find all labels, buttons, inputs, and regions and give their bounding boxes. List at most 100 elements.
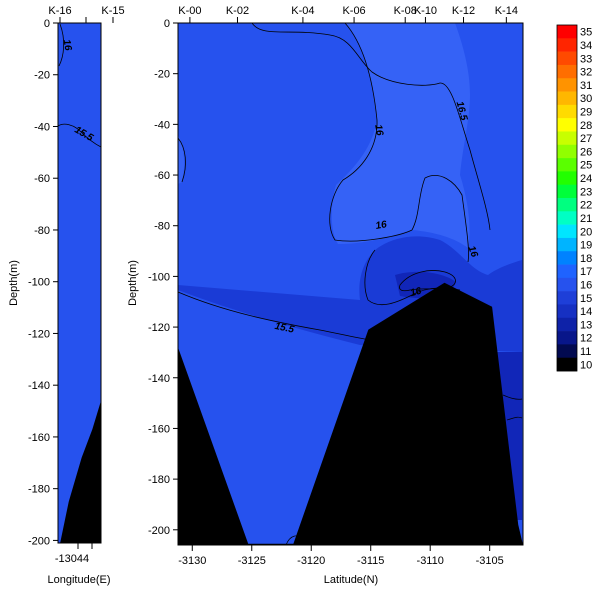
colorbar-frame bbox=[556, 24, 578, 372]
colorbar-label: 31 bbox=[580, 80, 592, 92]
right-x-axis-label: Latitude(N) bbox=[324, 574, 378, 586]
left-y-tick-label: -180 bbox=[28, 484, 50, 496]
right-y-tick-label: -40 bbox=[154, 119, 170, 131]
colorbar-label: 18 bbox=[580, 253, 592, 265]
colorbar-swatch bbox=[557, 78, 577, 92]
contour-label-16-d: 16 bbox=[409, 286, 423, 300]
left-y-tick-label: -200 bbox=[28, 535, 50, 547]
left-y-tick-label: -100 bbox=[28, 277, 50, 289]
colorbar-swatch bbox=[557, 25, 577, 39]
colorbar-label: 32 bbox=[580, 67, 592, 79]
station-label: K-00 bbox=[178, 5, 201, 17]
contour-line-16-west bbox=[177, 137, 186, 183]
right-y-tick-label: 0 bbox=[164, 18, 170, 30]
left-y-axis-label: Depth(m) bbox=[8, 260, 20, 306]
colorbar-swatch bbox=[557, 251, 577, 265]
right-x-tick-label: -3115 bbox=[357, 555, 384, 567]
right-y-tick-label: -20 bbox=[154, 69, 170, 81]
colorbar-label: 28 bbox=[580, 120, 592, 132]
right-y-tick-label: -60 bbox=[154, 170, 170, 182]
contour-line-deep-east-1 bbox=[502, 394, 523, 400]
colorbar-label: 29 bbox=[580, 107, 592, 119]
colorbar-label: 19 bbox=[580, 240, 592, 252]
station-label: K-10 bbox=[414, 5, 437, 17]
left-y-tick-label: -120 bbox=[28, 328, 50, 340]
left-y-tick-label: -140 bbox=[28, 380, 50, 392]
contour-label-15-5: 15.5 bbox=[274, 321, 296, 336]
colorbar-label: 20 bbox=[580, 226, 592, 238]
right-y-tick-label: -180 bbox=[148, 474, 170, 486]
right-station-axis: K-00 K-02 K-04 K-06 K-08K-10 K-12 K-14 bbox=[178, 5, 518, 23]
colorbar-swatch bbox=[557, 118, 577, 132]
colorbar-label: 30 bbox=[580, 93, 592, 105]
right-x-tick-label: -3130 bbox=[178, 555, 206, 567]
colorbar-label: 35 bbox=[580, 27, 592, 39]
station-label: K-02 bbox=[226, 5, 249, 17]
right-panel: 16.5 16 16 16 16 15.5 0 -20 -40 -60 -80 -100 -… bbox=[127, 5, 524, 586]
warm-region-surface bbox=[178, 23, 470, 248]
colorbar-swatch bbox=[557, 357, 577, 372]
right-y-tick-label: -140 bbox=[148, 373, 170, 385]
colorbar-swatch bbox=[557, 304, 577, 319]
right-y-tick-label: -120 bbox=[148, 322, 170, 334]
contour-label-16-c: 16 bbox=[465, 245, 479, 260]
contour-line-16-a bbox=[329, 22, 413, 242]
colorbar-label: 25 bbox=[580, 160, 592, 172]
right-x-tick-label: -3120 bbox=[297, 555, 325, 567]
right-y-tick-label: -160 bbox=[148, 423, 170, 435]
left-y-tick-label: -40 bbox=[34, 121, 50, 133]
colorbar-label: 27 bbox=[580, 133, 592, 145]
right-y-axis: 0 -20 -40 -60 -80 -100 -120 -140 -160 -180 -200 bbox=[148, 18, 178, 537]
colorbar-swatch bbox=[557, 277, 577, 292]
colorbar-label: 21 bbox=[580, 213, 592, 225]
colorbar-label: 26 bbox=[580, 146, 592, 158]
station-label: K-12 bbox=[452, 5, 475, 17]
colorbar-label: 34 bbox=[580, 40, 592, 52]
left-y-tick-label: -80 bbox=[34, 225, 50, 237]
colorbar-swatch bbox=[557, 344, 577, 358]
right-y-tick-label: -200 bbox=[148, 525, 170, 537]
right-seafloor bbox=[178, 282, 523, 545]
left-station-label-k15: K-15 bbox=[101, 5, 124, 17]
contour-line-deep-east-2 bbox=[506, 416, 523, 421]
colorbar-label: 17 bbox=[580, 266, 592, 278]
left-plot-frame bbox=[57, 22, 102, 544]
left-x-tick-label: -13044 bbox=[55, 553, 89, 565]
colorbar-label: 33 bbox=[580, 53, 592, 65]
colorbar-swatch bbox=[557, 64, 577, 79]
station-label: K-08 bbox=[394, 5, 417, 17]
colorbar-swatch bbox=[557, 291, 577, 305]
right-x-tick-label: -3110 bbox=[417, 555, 444, 567]
colorbar-label: 24 bbox=[580, 173, 592, 185]
warm-region-west bbox=[178, 135, 185, 184]
colorbar-swatch bbox=[557, 184, 577, 199]
contour-label-16-a: 16 bbox=[372, 124, 385, 137]
colorbar-swatch bbox=[557, 171, 577, 185]
colorbar-swatch bbox=[557, 211, 577, 225]
right-y-tick-label: -100 bbox=[148, 271, 170, 283]
right-plot-frame bbox=[177, 22, 524, 546]
colorbar-swatch bbox=[557, 331, 577, 345]
colorbar-swatch bbox=[557, 264, 577, 279]
left-y-axis: 0 -20 -40 -60 -80 -100 -120 -140 -160 -180 -200 bbox=[28, 18, 58, 547]
right-x-axis: -3130 -3125 -3120 -3115 -3110 -3105 bbox=[178, 545, 504, 567]
colorbar-label: 22 bbox=[580, 200, 592, 212]
right-x-tick-label: -3125 bbox=[238, 555, 266, 567]
colorbar-label: 11 bbox=[580, 346, 591, 358]
station-label: K-06 bbox=[342, 5, 365, 17]
colorbar-swatch bbox=[557, 237, 577, 252]
colorbar-label: 16 bbox=[580, 280, 592, 292]
contour-line-16-5 bbox=[251, 22, 491, 231]
left-y-tick-label: -20 bbox=[34, 70, 50, 82]
contour-label-16-5: 16.5 bbox=[454, 100, 470, 122]
left-y-tick-label: 0 bbox=[44, 18, 50, 30]
colorbar-label: 13 bbox=[580, 319, 592, 331]
colorbar-swatch bbox=[557, 51, 577, 66]
contour-line-15-5 bbox=[177, 291, 371, 341]
colorbar-swatch bbox=[557, 224, 577, 239]
colorbar-swatch bbox=[557, 144, 577, 159]
left-top-ticks bbox=[59, 17, 114, 23]
colorbar-label: 10 bbox=[580, 359, 592, 371]
colorbar-swatch bbox=[557, 104, 577, 119]
